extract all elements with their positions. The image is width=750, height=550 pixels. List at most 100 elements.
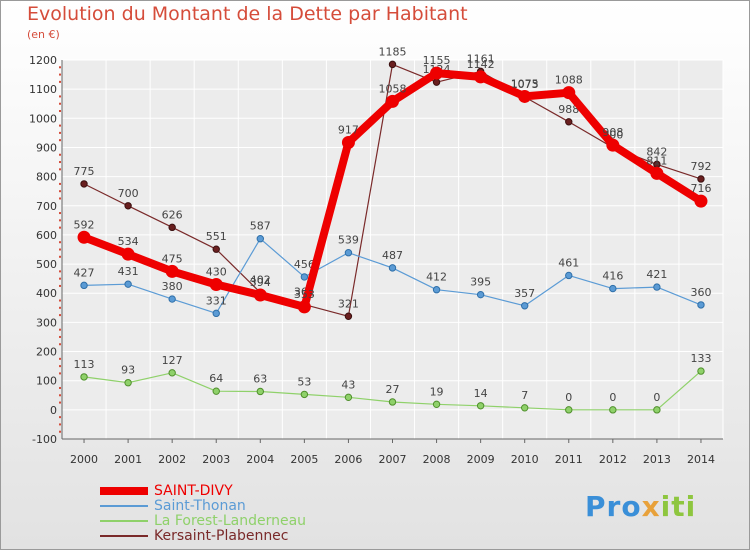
y-tick-label: 200 bbox=[36, 346, 57, 359]
data-label: 412 bbox=[426, 271, 447, 284]
data-point bbox=[474, 70, 488, 84]
data-label: 1185 bbox=[379, 45, 407, 58]
data-label: 421 bbox=[646, 268, 667, 281]
y-tick-label: 0 bbox=[50, 404, 57, 417]
y-tick-label: 300 bbox=[36, 316, 57, 329]
legend-item: Saint-Thonan bbox=[100, 498, 420, 514]
logo-part-1: Pro bbox=[585, 490, 642, 523]
y-minor-tick bbox=[59, 190, 61, 193]
y-tick-label: 800 bbox=[36, 171, 57, 184]
y-minor-tick bbox=[59, 343, 61, 346]
y-minor-tick bbox=[59, 73, 61, 76]
y-minor-tick bbox=[59, 270, 61, 273]
data-label: 811 bbox=[646, 154, 667, 167]
y-minor-tick bbox=[59, 219, 61, 222]
data-point bbox=[609, 406, 617, 414]
legend: SAINT-DIVY Saint-Thonan La Forest-Landerne… bbox=[100, 483, 420, 544]
data-point bbox=[430, 66, 444, 80]
data-point bbox=[432, 78, 441, 86]
y-minor-tick bbox=[59, 372, 61, 375]
data-label: 461 bbox=[558, 256, 579, 269]
data-label: 1142 bbox=[467, 58, 495, 71]
data-label: 402 bbox=[250, 274, 271, 287]
data-label: 14 bbox=[474, 387, 488, 400]
legend-label: Kersaint-Plabennec bbox=[154, 528, 289, 544]
data-point bbox=[256, 235, 264, 243]
data-point bbox=[650, 166, 664, 180]
logo-part-3: iti bbox=[660, 490, 697, 523]
data-label: 1058 bbox=[379, 82, 407, 95]
y-tick-label: 500 bbox=[36, 258, 57, 271]
data-point bbox=[300, 390, 309, 399]
data-point bbox=[165, 264, 179, 278]
y-minor-tick bbox=[59, 168, 61, 171]
data-point bbox=[476, 290, 485, 299]
x-tick-label: 2002 bbox=[158, 453, 186, 466]
y-minor-tick bbox=[59, 357, 61, 360]
y-tick-label: 700 bbox=[36, 200, 57, 213]
data-point bbox=[256, 387, 264, 396]
legend-item: Kersaint-Plabennec bbox=[100, 528, 420, 544]
data-label: 0 bbox=[653, 391, 660, 404]
data-label: 1088 bbox=[555, 74, 583, 87]
y-minor-tick bbox=[59, 226, 61, 229]
proxiti-logo: Proxiti bbox=[585, 490, 696, 523]
y-minor-tick bbox=[59, 248, 61, 251]
x-tick-label: 2004 bbox=[246, 453, 274, 466]
data-label: 587 bbox=[250, 220, 271, 233]
data-point bbox=[344, 312, 353, 320]
x-tick-label: 2008 bbox=[423, 453, 451, 466]
data-point bbox=[609, 284, 617, 293]
legend-swatch bbox=[100, 535, 148, 537]
data-label: 360 bbox=[690, 286, 711, 299]
data-point bbox=[697, 367, 705, 375]
data-label: 395 bbox=[470, 276, 491, 289]
x-tick-label: 2005 bbox=[290, 453, 318, 466]
x-tick-label: 2000 bbox=[70, 453, 98, 466]
y-minor-tick bbox=[59, 161, 61, 164]
y-minor-tick bbox=[59, 197, 61, 200]
data-label: 53 bbox=[297, 375, 311, 388]
data-point bbox=[432, 286, 441, 294]
y-tick-label: 400 bbox=[36, 287, 57, 300]
data-point bbox=[80, 180, 88, 188]
data-point bbox=[521, 302, 529, 310]
data-label: 0 bbox=[565, 391, 572, 404]
y-minor-tick bbox=[59, 365, 61, 368]
y-tick-label: 1000 bbox=[29, 112, 57, 125]
data-point bbox=[518, 89, 532, 103]
data-label: 551 bbox=[206, 230, 227, 243]
y-minor-tick bbox=[59, 306, 61, 309]
y-minor-tick bbox=[59, 314, 61, 317]
data-label: 539 bbox=[338, 234, 359, 247]
y-minor-tick bbox=[59, 277, 61, 280]
y-minor-tick bbox=[59, 212, 61, 215]
y-minor-tick bbox=[59, 284, 61, 287]
data-point bbox=[653, 283, 661, 291]
data-point bbox=[124, 280, 132, 288]
data-point bbox=[168, 223, 176, 232]
data-label: 127 bbox=[162, 354, 183, 367]
legend-label: La Forest-Landerneau bbox=[154, 513, 307, 529]
data-point bbox=[697, 175, 705, 183]
data-label: 353 bbox=[294, 288, 315, 301]
data-label: 427 bbox=[74, 266, 95, 279]
data-label: 592 bbox=[74, 218, 95, 231]
legend-swatch bbox=[100, 520, 148, 522]
data-point bbox=[209, 277, 223, 291]
data-label: 716 bbox=[690, 182, 711, 195]
data-point bbox=[80, 373, 88, 381]
y-minor-tick bbox=[59, 241, 61, 244]
data-point bbox=[344, 249, 353, 257]
legend-item: La Forest-Landerneau bbox=[100, 513, 420, 529]
x-tick-label: 2006 bbox=[334, 453, 362, 466]
data-point bbox=[476, 402, 485, 410]
data-label: 917 bbox=[338, 124, 359, 137]
data-label: 357 bbox=[514, 287, 535, 300]
y-tick-label: 600 bbox=[36, 229, 57, 242]
data-label: 1161 bbox=[467, 52, 495, 65]
data-label: 775 bbox=[74, 165, 95, 178]
chart-title: Evolution du Montant de la Dette par Hab… bbox=[27, 3, 468, 25]
data-label: 19 bbox=[430, 385, 444, 398]
data-point bbox=[562, 86, 576, 100]
